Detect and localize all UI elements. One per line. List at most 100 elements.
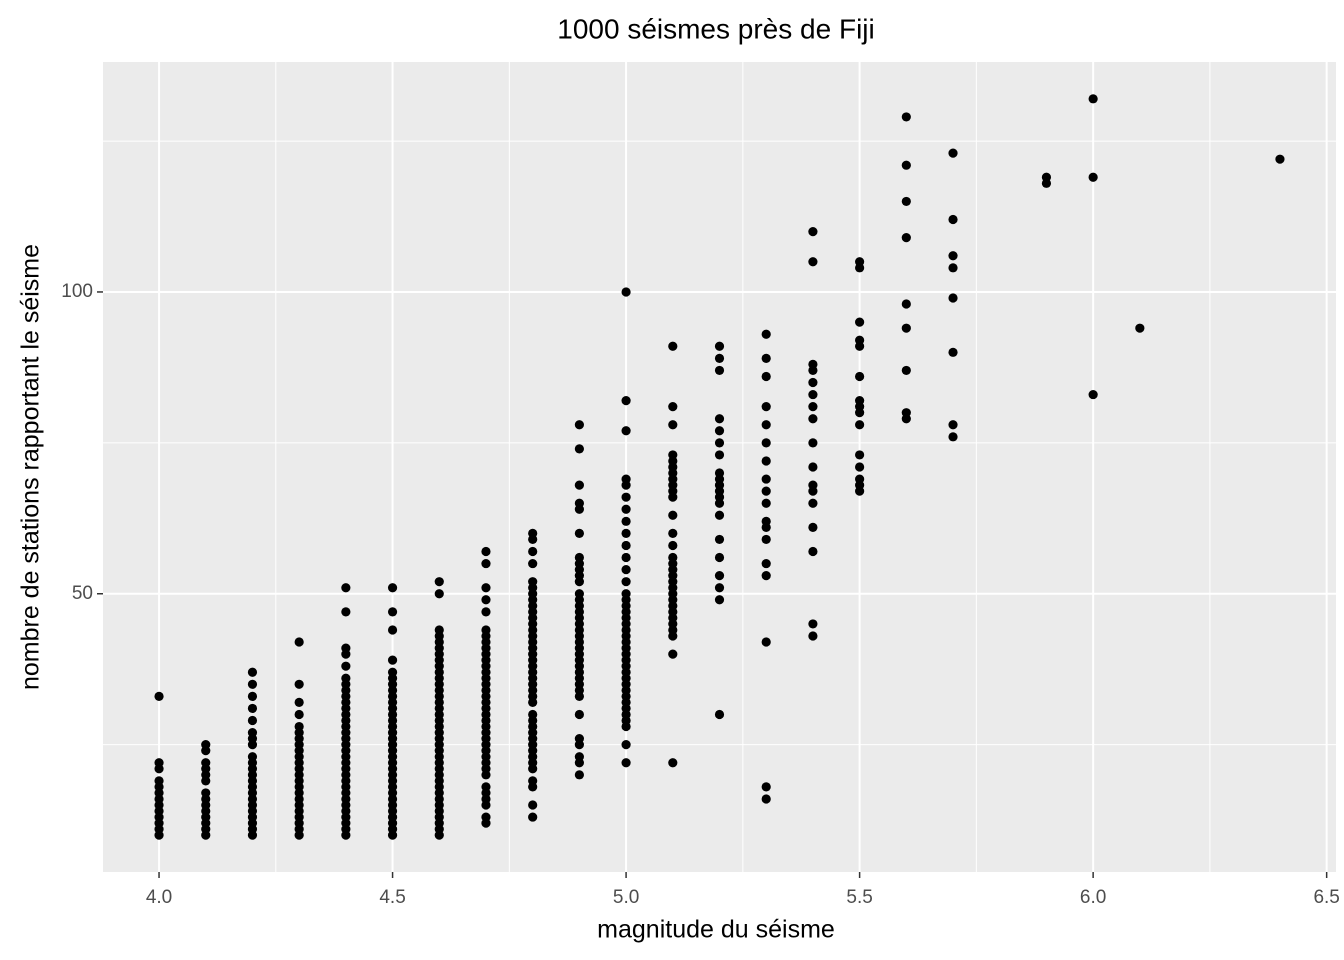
point [247,715,258,726]
point [808,377,818,388]
points [154,94,1285,840]
point [574,420,584,430]
point [901,160,911,170]
point [761,456,771,466]
point [387,625,398,635]
point [761,516,771,526]
point [574,444,584,454]
point [808,619,818,629]
point [528,528,538,538]
point [621,552,631,563]
point [1088,94,1098,104]
point [528,577,538,587]
point [668,402,678,412]
point [621,740,631,750]
point [948,432,958,442]
point [621,528,631,538]
point [574,498,584,508]
point [481,583,491,593]
y-tick-label: 50 [72,583,93,604]
point [481,607,491,617]
point [481,625,491,635]
point [621,577,631,587]
point [668,528,678,538]
point [528,546,538,557]
point [574,752,584,762]
x-axis-title: magnitude du séisme [597,916,835,944]
point [247,667,258,677]
y-tick-label: 100 [61,281,93,302]
point [247,679,258,689]
point [247,752,258,762]
point [761,558,771,569]
point [714,341,725,351]
point [901,408,911,418]
point [621,492,631,502]
point [761,637,771,647]
panel [103,62,1336,872]
point [714,353,725,363]
point [808,359,818,369]
point [294,697,304,707]
point [387,655,398,665]
x-tick-label: 6.5 [1313,887,1339,908]
point [247,727,258,738]
point [574,734,584,744]
point [668,758,678,768]
point [294,637,304,647]
point [761,571,771,581]
point [668,649,678,659]
point [434,625,444,635]
point [434,589,444,599]
point [387,607,398,617]
point [901,233,911,243]
point [621,396,631,406]
point [481,546,491,557]
point [528,776,538,786]
point [201,740,211,750]
point [621,504,631,514]
point [341,607,351,617]
point [761,420,771,430]
x-tick-label: 6.0 [1080,887,1106,908]
point [528,709,538,720]
point [341,661,351,671]
point [808,227,818,237]
point [855,462,865,472]
point [761,534,771,545]
point [714,426,725,436]
point [714,468,725,478]
point [294,721,304,732]
point [481,782,491,792]
point [621,474,631,484]
point [481,595,491,605]
point [855,317,865,327]
point [808,389,818,400]
point [761,329,771,339]
point [154,691,164,701]
point [761,474,771,484]
point [621,287,631,297]
point [247,703,258,714]
point [714,583,725,593]
point [341,643,351,653]
point [668,341,678,351]
grid [103,62,1336,872]
point [621,540,631,551]
point [1088,172,1098,182]
point [247,691,258,701]
point [808,414,818,424]
point [668,450,678,460]
point [761,782,771,792]
point [714,709,725,720]
point [855,474,865,484]
point [574,480,584,490]
point [714,450,725,460]
point [481,812,491,822]
point [761,438,771,448]
point [855,450,865,460]
point [574,552,584,563]
point [621,426,631,436]
x-tick-label: 5.0 [613,887,639,908]
